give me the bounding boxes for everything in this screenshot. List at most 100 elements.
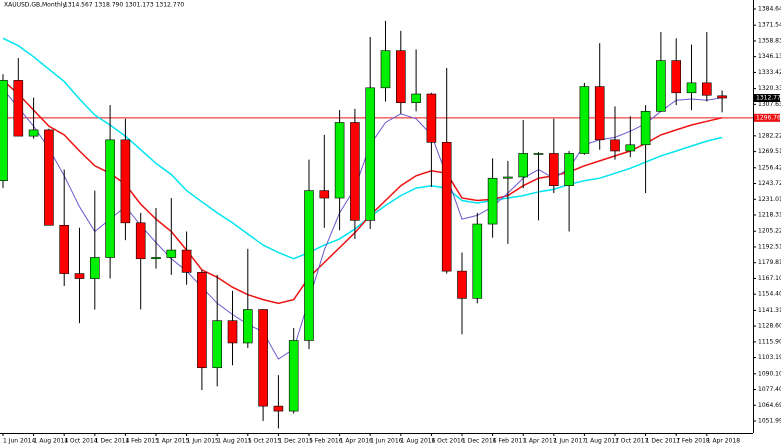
y-tick-label: 1320.335 xyxy=(758,85,781,92)
y-tick-label: 1051.990 xyxy=(758,417,781,424)
y-tick-label: 1346.130 xyxy=(758,53,781,60)
y-tick-label: 1205.220 xyxy=(758,228,781,235)
x-tick-label: 1 Jun 2014 xyxy=(3,438,35,445)
x-tick-label: 1 Aug 2014 xyxy=(34,438,69,445)
y-tick-label: 1115.900 xyxy=(758,338,781,345)
candle-body xyxy=(243,309,253,344)
candle-body xyxy=(212,320,222,369)
candle-body xyxy=(105,139,115,258)
x-tick-label: 1 Jun 2017 xyxy=(554,438,586,445)
y-tick-label: 1231.015 xyxy=(758,196,781,203)
candle-body xyxy=(717,95,727,99)
chart-title: XAUUSD,GB,Monthly xyxy=(4,2,66,9)
y-tick-label: 1167.105 xyxy=(758,275,781,282)
candle-body xyxy=(686,82,697,94)
candle-body xyxy=(656,60,666,112)
candle-body xyxy=(334,122,345,199)
candle-body xyxy=(472,223,483,299)
y-tick-label: 1154.400 xyxy=(758,291,781,298)
candle-body xyxy=(120,139,131,224)
moving-average-line xyxy=(2,37,723,260)
candle-body xyxy=(610,139,620,152)
candle-body xyxy=(28,129,39,137)
y-tick-label: 1282.220 xyxy=(758,132,781,139)
x-tick-label: 1 Oct 2017 xyxy=(615,438,648,445)
y-tick-label: 1333.425 xyxy=(758,69,781,76)
candle-body xyxy=(44,129,54,226)
y-tick-label: 1243.720 xyxy=(758,180,781,187)
candle-body xyxy=(181,249,192,273)
candle-body xyxy=(227,320,238,344)
y-tick-label: 1384.640 xyxy=(758,5,781,12)
y-tick-label: 1077.400 xyxy=(758,386,781,393)
candle-body xyxy=(365,87,376,221)
y-tick-label: 1371.540 xyxy=(758,22,781,29)
candle-body xyxy=(701,82,712,96)
x-tick-label: 1 Feb 2015 xyxy=(125,438,159,445)
x-tick-label: 1 Apr 2017 xyxy=(523,438,556,445)
ohlc-readout: 1314.567 1318.790 1301.173 1312.770 xyxy=(64,2,184,9)
y-tick-label: 1064.695 xyxy=(758,402,781,409)
candle-body xyxy=(135,222,146,260)
candle-body xyxy=(273,405,284,412)
x-tick-label: 1 Jun 2016 xyxy=(370,438,402,445)
x-tick-label: 1 Feb 2018 xyxy=(676,438,710,445)
candle-body xyxy=(304,190,314,341)
candle-body xyxy=(671,60,682,94)
y-tick-label: 1256.425 xyxy=(758,164,781,171)
x-tick-label: 1 Feb 2017 xyxy=(493,438,527,445)
candle-body xyxy=(426,93,437,143)
candle-body xyxy=(640,111,651,146)
y-tick-label: 1128.605 xyxy=(758,323,781,330)
candle-body xyxy=(625,144,636,152)
x-tick-label: 1 Dec 2014 xyxy=(95,438,130,445)
candle-body xyxy=(0,80,8,182)
level-label: 1296.762 xyxy=(756,114,781,121)
candle-body xyxy=(350,122,360,221)
candle-body xyxy=(487,177,498,225)
y-tick-label: 1358.835 xyxy=(758,37,781,44)
candle-body xyxy=(411,93,421,103)
x-tick-label: 1 Oct 2014 xyxy=(64,438,97,445)
candle-body xyxy=(594,86,605,141)
y-tick-label: 1192.515 xyxy=(758,243,781,250)
candle-body xyxy=(74,273,85,279)
y-tick-label: 1179.810 xyxy=(758,259,781,266)
candle-body xyxy=(441,142,452,272)
candle-body xyxy=(319,190,330,199)
candle-body xyxy=(457,270,467,299)
x-tick-label: 1 Dec 2017 xyxy=(646,438,681,445)
y-tick-label: 1307.630 xyxy=(758,101,781,108)
last-price-label: 1312.770 xyxy=(756,95,781,102)
candle-body xyxy=(151,257,161,260)
y-tick-label: 1269.515 xyxy=(758,148,781,155)
x-tick-label: 1 Aug 2016 xyxy=(401,438,436,445)
candle-body xyxy=(59,224,70,274)
candle-body xyxy=(518,153,529,178)
y-tick-label: 1103.195 xyxy=(758,354,781,361)
x-tick-label: 1 Aug 2015 xyxy=(217,438,252,445)
candle-body xyxy=(288,340,299,412)
x-tick-label: 1 Oct 2016 xyxy=(431,438,464,445)
candle-body xyxy=(503,176,513,179)
x-tick-label: 1 Jun 2015 xyxy=(187,438,219,445)
candle-body xyxy=(395,50,406,103)
candle-body xyxy=(90,257,100,279)
candle-body xyxy=(533,153,544,155)
candle-body xyxy=(258,309,268,407)
x-tick-label: 1 Feb 2016 xyxy=(309,438,343,445)
level-label-box xyxy=(754,113,780,122)
y-tick-label: 1141.310 xyxy=(758,307,781,314)
candle-body xyxy=(13,80,24,137)
y-tick-label: 1218.310 xyxy=(758,212,781,219)
x-tick-label: 1 Dec 2015 xyxy=(278,438,313,445)
candle-body xyxy=(579,86,590,154)
x-tick-label: 1 Apr 2018 xyxy=(707,438,740,445)
last-price-box xyxy=(754,94,780,103)
x-tick-label: 1 Dec 2016 xyxy=(462,438,497,445)
candle-body xyxy=(548,153,559,186)
candle-body xyxy=(166,249,177,258)
